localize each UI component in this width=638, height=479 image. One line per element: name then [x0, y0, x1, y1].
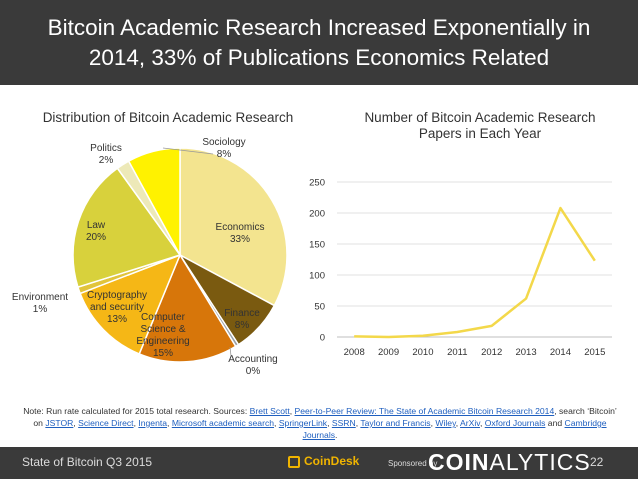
x-tick-label: 2013 — [515, 347, 536, 358]
source-link-taylor-francis[interactable]: Taylor and Francis — [360, 418, 431, 428]
source-link-peer-review[interactable]: Peer-to-Peer Review: The State of Academ… — [294, 406, 555, 416]
y-tick-label: 50 — [314, 302, 325, 313]
brand-light: ALYTICS — [489, 449, 591, 475]
sources-note: Note: Run rate calculated for 2015 total… — [23, 406, 617, 440]
pie-slice-economics — [179, 147, 288, 307]
pie-label-finance: Finance 8% — [224, 308, 260, 331]
y-tick-label: 200 — [309, 209, 325, 220]
pie-slice-computer-science-engineering — [138, 253, 237, 363]
slide-title: Bitcoin Academic Research Increased Expo… — [0, 0, 638, 85]
source-link-microsoft[interactable]: Microsoft academic search — [171, 418, 275, 428]
leader-line-sociology — [162, 147, 214, 155]
note-search-text: , search ‘Bitcoin’ on — [33, 406, 617, 428]
pie-chart-title: Distribution of Bitcoin Academic Researc… — [42, 110, 294, 125]
pie-label-economics: Economics 33% — [216, 222, 265, 245]
x-tick-label: 2014 — [550, 347, 571, 358]
title-line-2: 2014, 33% of Publications Economics Rela… — [88, 44, 550, 70]
page-number: 22 — [590, 455, 604, 469]
y-tick-label: 250 — [309, 178, 325, 189]
pie-label-politics: Politics 2% — [90, 143, 122, 166]
x-tick-label: 2009 — [378, 347, 399, 358]
title-line-1: Bitcoin Academic Research Increased Expo… — [47, 14, 591, 40]
pie-slice-sociology — [127, 147, 181, 256]
x-tick-label: 2010 — [412, 347, 433, 358]
sponsored-by-label: Sponsored by — [388, 459, 438, 468]
pie-label-environment: Environment 1% — [12, 292, 68, 315]
coinalytics-logo: COINALYTICS — [428, 449, 591, 476]
pie-label-sociology: Sociology 8% — [202, 137, 245, 160]
x-tick-label: 2012 — [481, 347, 502, 358]
source-link-ssrn[interactable]: SSRN — [331, 418, 356, 428]
leader-line-accounting — [229, 346, 232, 357]
x-tick-label: 2008 — [344, 347, 365, 358]
note-prefix: Note: Run rate calculated for 2015 total… — [23, 406, 248, 416]
source-link-brett-scott[interactable]: Brett Scott — [249, 406, 290, 416]
pie-label-computer-science-engineering: Computer Science & Engineering 15% — [136, 312, 189, 359]
source-link-springerlink[interactable]: SpringerLink — [278, 418, 328, 428]
coindesk-icon — [288, 456, 300, 468]
source-link-science-direct[interactable]: Science Direct — [78, 418, 134, 428]
footer-bar: State of Bitcoin Q3 2015 CoinDesk Sponso… — [0, 447, 638, 479]
source-link-oxford[interactable]: Oxford Journals — [484, 418, 546, 428]
line-chart-title: Number of Bitcoin Academic Research Paper… — [330, 110, 630, 142]
x-tick-label: 2015 — [584, 347, 605, 358]
source-link-cambridge[interactable]: Cambridge Journals — [302, 418, 607, 440]
source-link-ingenta[interactable]: Ingenta — [138, 418, 168, 428]
y-tick-label: 0 — [320, 333, 325, 344]
coindesk-logo: CoinDesk — [288, 454, 359, 468]
pie-label-law: Law 20% — [86, 220, 106, 243]
pie-slice-law — [72, 167, 182, 289]
source-link-jstor[interactable]: JSTOR — [45, 418, 74, 428]
pie-label-accounting: Accounting 0% — [228, 354, 277, 377]
line-chart-title-text: Number of Bitcoin Academic Research Paper… — [364, 110, 596, 141]
pie-slice-cryptography-and-security — [79, 253, 182, 355]
y-tick-label: 100 — [309, 271, 325, 282]
coindesk-text: CoinDesk — [304, 454, 360, 468]
source-link-wiley[interactable]: Wiley — [435, 418, 456, 428]
brand-bold: COIN — [428, 449, 490, 475]
pie-label-cryptography-and-security: Cryptography and security 13% — [87, 290, 147, 325]
x-tick-label: 2011 — [447, 347, 467, 358]
source-link-arxiv[interactable]: ArXiv — [460, 418, 480, 428]
y-tick-label: 150 — [309, 240, 325, 251]
footer-report-name: State of Bitcoin Q3 2015 — [22, 455, 153, 469]
series-line — [354, 206, 596, 339]
